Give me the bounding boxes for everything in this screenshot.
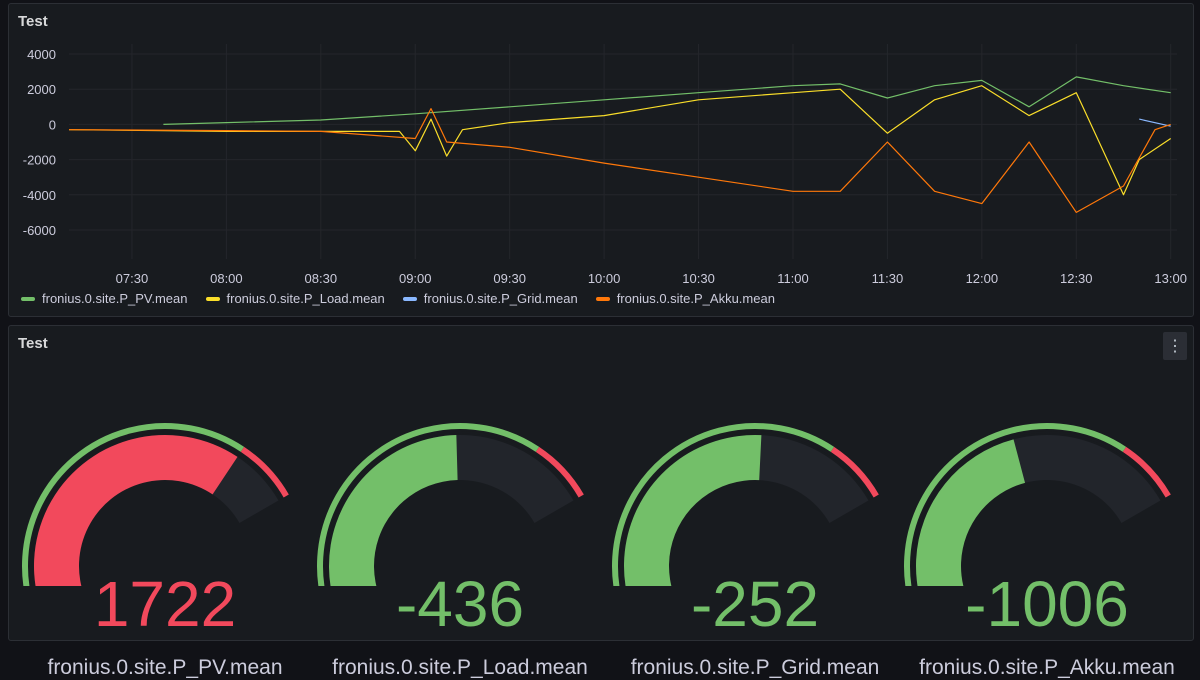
- gauge-akku: -1006 fronius.0.site.P_Akku.mean: [902, 386, 1192, 680]
- legend-swatch: [402, 296, 417, 301]
- x-tick-label: 09:30: [493, 271, 526, 286]
- series-line: [1139, 118, 1171, 127]
- gauge-fill: [329, 435, 458, 680]
- legend-item-grid[interactable]: fronius.0.site.P_Grid.mean: [402, 291, 578, 306]
- x-tick-label: 12:30: [1060, 271, 1093, 286]
- legend: fronius.0.site.P_PV.mean fronius.0.site.…: [21, 291, 775, 306]
- gauge-grid: -252 fronius.0.site.P_Grid.mean: [610, 386, 900, 680]
- series-line: [68, 85, 1172, 196]
- legend-item-load[interactable]: fronius.0.site.P_Load.mean: [205, 291, 385, 306]
- y-tick-label: 0: [49, 117, 56, 132]
- threshold-arc-alert: [1122, 446, 1171, 498]
- x-tick-label: 10:00: [588, 271, 621, 286]
- legend-item-akku[interactable]: fronius.0.site.P_Akku.mean: [595, 291, 775, 306]
- gauge-label: fronius.0.site.P_PV.mean: [47, 656, 283, 679]
- panel-title[interactable]: Test: [18, 335, 48, 352]
- y-tick-label: -4000: [23, 188, 56, 203]
- legend-label: fronius.0.site.P_Akku.mean: [616, 291, 775, 306]
- y-tick-label: 2000: [27, 82, 56, 97]
- gauge-arc: [904, 423, 1171, 680]
- panel-menu-button[interactable]: ⋮: [1163, 332, 1187, 360]
- gauge-value: 1722: [93, 568, 237, 640]
- gauge-label: fronius.0.site.P_Load.mean: [332, 656, 588, 679]
- gauge-label: fronius.0.site.P_Akku.mean: [919, 656, 1175, 679]
- gauge-arc: [612, 423, 879, 680]
- panel-title[interactable]: Test: [18, 13, 48, 30]
- timeseries-chart[interactable]: 4000 2000 0 -2000 -4000 -6000 07:30 08:00 08:30…: [9, 4, 1193, 289]
- timeseries-panel: Test 4000 2000 0 -2000 -4000 -6000 07:30 08:00…: [8, 3, 1194, 317]
- legend-item-pv[interactable]: fronius.0.site.P_PV.mean: [21, 291, 188, 306]
- legend-label: fronius.0.site.P_Load.mean: [226, 291, 385, 306]
- y-tick-label: -2000: [23, 153, 56, 168]
- gauge-load: -436 fronius.0.site.P_Load.mean: [315, 386, 605, 680]
- legend-swatch: [21, 296, 35, 301]
- gauge-arc: [317, 423, 584, 680]
- gauge-fill: [624, 435, 762, 680]
- gauge-fill: [34, 435, 238, 680]
- x-tick-label: 11:00: [777, 271, 809, 286]
- legend-label: fronius.0.site.P_PV.mean: [42, 291, 188, 306]
- legend-swatch: [205, 296, 220, 301]
- x-tick-label: 12:00: [966, 271, 999, 286]
- gauge-value: -252: [690, 568, 820, 640]
- x-tick-label: 10:30: [682, 271, 715, 286]
- threshold-arc-alert: [535, 446, 584, 498]
- gauge-fill: [916, 439, 1026, 680]
- gauge-label: fronius.0.site.P_Grid.mean: [630, 656, 880, 679]
- series-line: [68, 108, 1171, 213]
- gauge-value: -436: [395, 568, 525, 640]
- y-tick-label: 4000: [27, 47, 56, 62]
- x-tick-label: 08:00: [210, 271, 243, 286]
- x-tick-label: 11:30: [872, 271, 904, 286]
- gauge-arc: [22, 423, 289, 680]
- gauge-pv: 1722 fronius.0.site.P_PV.mean: [20, 386, 310, 680]
- threshold-arc-alert: [240, 446, 289, 498]
- gauge-panel: Test ⋮ 1722 fronius.0.site.P_PV.mean -43…: [8, 325, 1194, 680]
- x-tick-label: 08:30: [305, 271, 338, 286]
- kebab-menu-icon: ⋮: [1167, 338, 1183, 355]
- x-tick-label: 07:30: [116, 271, 149, 286]
- series-line: [163, 76, 1171, 125]
- legend-label: fronius.0.site.P_Grid.mean: [423, 291, 578, 306]
- threshold-arc-alert: [830, 446, 879, 498]
- legend-swatch: [595, 296, 610, 301]
- y-tick-label: -6000: [23, 223, 56, 238]
- x-tick-label: 09:00: [399, 271, 432, 286]
- gauge-value: -1006: [965, 568, 1129, 640]
- x-tick-label: 13:00: [1154, 271, 1187, 286]
